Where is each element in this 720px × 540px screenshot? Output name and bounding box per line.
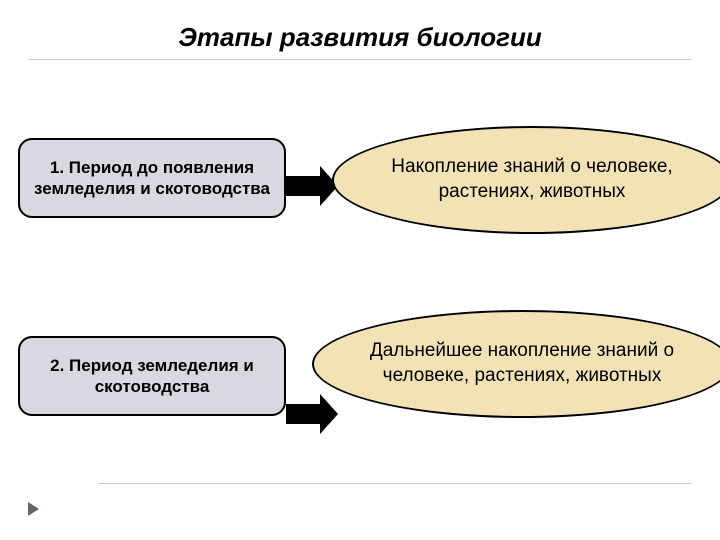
stage-box-1: 1. Период до появления земледелия и скот… (18, 138, 286, 218)
divider-bottom (98, 483, 692, 484)
arrow-head-2 (320, 394, 338, 434)
desc-ellipse-2: Дальнейшее накопление знаний о человеке,… (312, 310, 720, 418)
desc-text-1: Накопление знаний о человеке, растениях,… (354, 155, 710, 204)
arrow-shaft-1 (286, 176, 320, 196)
footer-nav-icon (28, 502, 39, 516)
stage-box-2: 2. Период земледелия и скотоводства (18, 336, 286, 416)
desc-ellipse-1: Накопление знаний о человеке, растениях,… (332, 126, 720, 234)
stage-label-1: 1. Период до появления земледелия и скот… (28, 157, 276, 200)
arrow-2 (286, 394, 338, 434)
arrow-1 (286, 166, 338, 206)
arrow-shaft-2 (286, 404, 320, 424)
stage-label-2: 2. Период земледелия и скотоводства (28, 355, 276, 398)
desc-text-2: Дальнейшее накопление знаний о человеке,… (334, 339, 710, 388)
page-title: Этапы развития биологии (0, 0, 720, 53)
divider-top (28, 59, 692, 60)
